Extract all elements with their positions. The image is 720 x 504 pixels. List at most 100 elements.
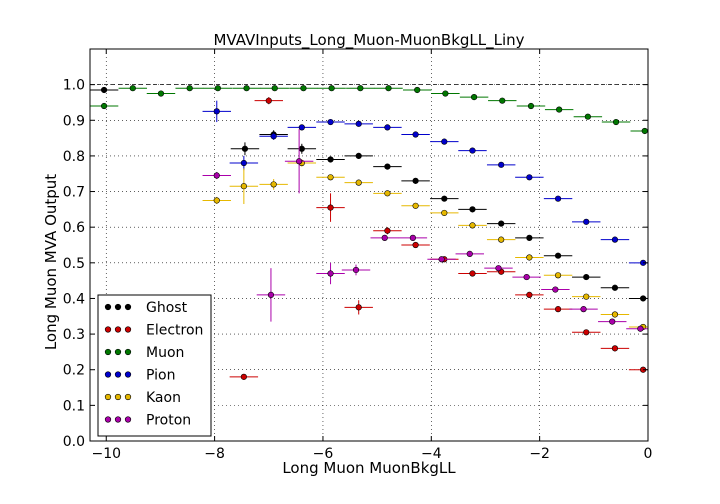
data-point <box>265 97 272 104</box>
y-axis-label: Long Muon MVA Output <box>42 174 60 350</box>
data-point <box>240 159 247 167</box>
legend-label: Proton <box>146 413 191 429</box>
data-point <box>469 147 476 154</box>
data-point <box>100 102 108 110</box>
data-point <box>466 250 473 258</box>
data-point <box>641 127 648 135</box>
legend-label: Muon <box>146 345 184 361</box>
data-point <box>526 234 533 241</box>
data-point <box>240 373 247 380</box>
data-point <box>213 197 220 204</box>
x-tick-label: −6 <box>313 446 334 462</box>
data-point <box>583 273 590 281</box>
data-point <box>327 156 334 163</box>
series-proton <box>202 129 648 332</box>
data-point <box>469 206 476 213</box>
legend-marker <box>104 348 112 356</box>
data-point <box>611 345 619 352</box>
data-point <box>381 234 388 241</box>
data-point <box>352 266 360 274</box>
x-axis-label: Long Muon MuonBkgLL <box>282 459 456 477</box>
y-tick-label: 0.2 <box>63 363 85 379</box>
data-point <box>298 124 305 131</box>
series-layer <box>89 85 648 380</box>
data-point <box>469 222 476 229</box>
data-point <box>412 241 419 249</box>
y-tick-label: 0.0 <box>63 434 85 450</box>
legend-marker <box>114 393 122 401</box>
data-point <box>384 163 391 170</box>
legend-marker <box>104 303 112 311</box>
y-tick-label: 1.0 <box>63 78 85 94</box>
data-point <box>441 195 448 202</box>
data-point <box>327 270 334 277</box>
data-point <box>129 85 136 92</box>
data-point <box>355 120 362 127</box>
x-tick-label: −8 <box>204 446 225 462</box>
data-point <box>100 86 108 94</box>
data-point <box>583 218 590 225</box>
y-tick-label: 0.7 <box>63 185 85 201</box>
y-tick-label: 0.9 <box>63 113 85 129</box>
y-tick-label: 0.1 <box>63 398 85 414</box>
data-point <box>327 118 334 126</box>
data-point <box>523 273 530 281</box>
data-point <box>327 204 334 211</box>
y-tick-label: 0.5 <box>63 256 85 272</box>
data-point <box>583 293 590 300</box>
data-point <box>498 220 505 227</box>
data-point <box>552 286 559 293</box>
data-point <box>441 209 448 217</box>
series-muon <box>89 85 648 135</box>
data-point <box>270 181 277 188</box>
data-point <box>240 183 247 190</box>
data-point <box>214 85 221 92</box>
data-point <box>213 172 220 179</box>
data-point <box>442 90 449 97</box>
legend-marker <box>114 326 122 333</box>
legend: Ghost Electron Muon Pion Kaon Proton <box>97 294 212 437</box>
x-tick-label: 0 <box>644 446 653 462</box>
data-point <box>412 131 419 138</box>
data-point <box>355 152 362 160</box>
data-point <box>243 85 250 92</box>
data-point <box>409 234 416 241</box>
data-point <box>213 108 220 115</box>
data-point <box>554 252 562 259</box>
data-point <box>441 138 448 145</box>
ticks: −10 −8 −6 −4 −2 0 0.0 0.1 0.2 0.3 0.4 0.5 0.6 0.7 0.8 0… <box>63 49 653 462</box>
legend-label: Ghost <box>146 300 188 316</box>
data-point <box>270 133 277 140</box>
legend-marker <box>124 326 132 333</box>
data-point <box>296 158 303 165</box>
y-tick-label: 0.3 <box>63 327 85 343</box>
legend-marker <box>124 348 132 356</box>
data-point <box>414 86 421 94</box>
data-point <box>328 85 335 92</box>
data-point <box>355 304 362 311</box>
legend-label: Pion <box>146 368 175 384</box>
legend-marker <box>124 393 132 401</box>
data-point <box>526 291 533 298</box>
data-point <box>300 85 307 92</box>
data-point <box>499 97 506 104</box>
y-tick-label: 0.4 <box>63 291 85 307</box>
y-tick-label: 0.6 <box>63 220 85 236</box>
plot-frame <box>89 48 649 442</box>
data-point <box>554 195 562 202</box>
legend-marker <box>104 326 112 333</box>
legend-marker <box>114 416 122 423</box>
data-point <box>412 177 419 184</box>
data-point <box>271 85 278 92</box>
data-point <box>498 161 505 168</box>
x-tick-label: −2 <box>529 446 550 462</box>
data-point <box>611 311 619 318</box>
series-pion <box>202 100 648 266</box>
legend-marker <box>124 371 132 378</box>
data-point <box>298 145 305 152</box>
legend-marker <box>104 393 112 401</box>
x-tick-label: −10 <box>91 446 121 462</box>
data-point <box>157 90 165 97</box>
data-point <box>583 329 590 336</box>
